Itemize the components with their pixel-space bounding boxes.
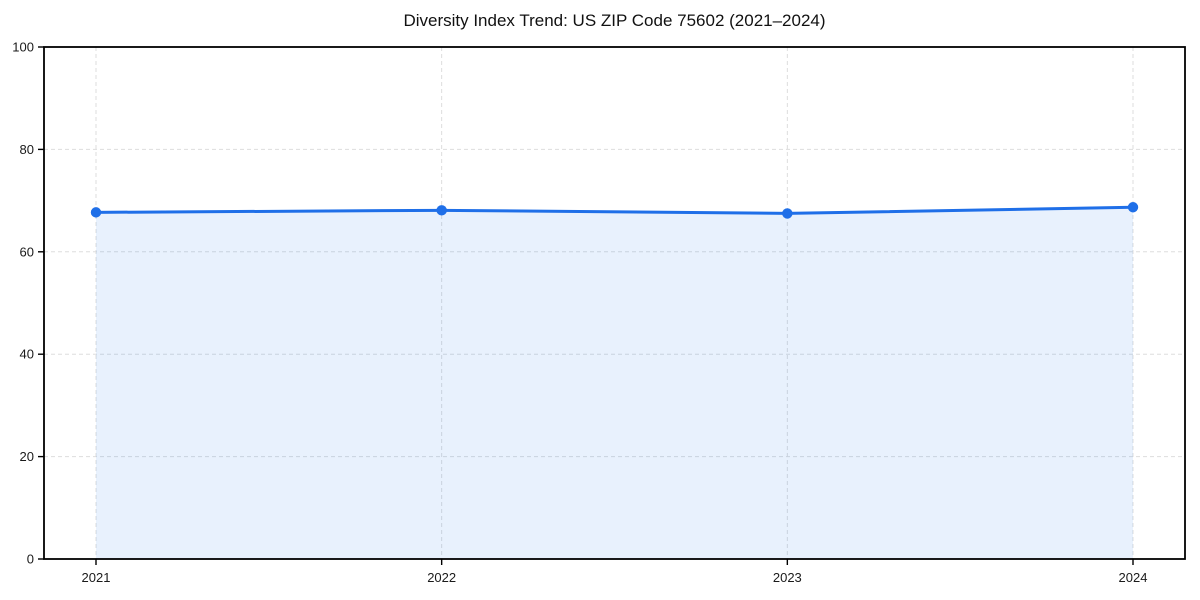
x-tick-label: 2023 — [773, 570, 802, 585]
y-tick-label: 60 — [20, 244, 34, 259]
y-tick-label: 40 — [20, 347, 34, 362]
x-tick-label: 2021 — [82, 570, 111, 585]
y-tick-label: 0 — [27, 552, 34, 567]
data-point-marker — [90, 207, 102, 218]
area-fill — [96, 207, 1133, 560]
data-line — [94, 205, 1135, 215]
y-tick-label: 100 — [12, 40, 34, 55]
y-tick-label: 20 — [20, 449, 34, 464]
data-point-marker — [436, 205, 447, 216]
axes-frame — [43, 46, 1186, 560]
data-point-marker — [782, 208, 793, 219]
x-tick-label: 2024 — [1119, 570, 1148, 585]
x-tick-label: 2022 — [427, 570, 456, 585]
chart-title: Diversity Index Trend: US ZIP Code 75602… — [403, 11, 826, 30]
y-tick-label: 80 — [20, 142, 34, 157]
data-point-marker — [1127, 202, 1139, 213]
